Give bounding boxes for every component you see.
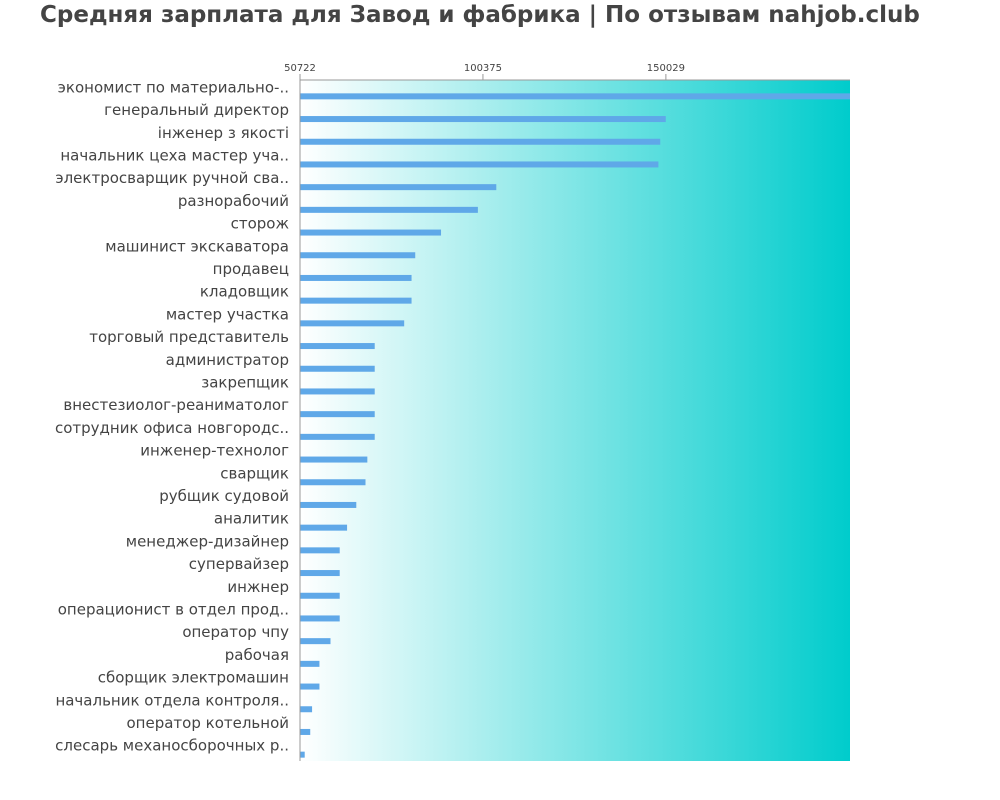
- bar: [300, 570, 340, 577]
- x-tick-label: 150029: [647, 63, 685, 74]
- bar: [300, 660, 320, 667]
- bar: [300, 501, 357, 508]
- bar: [300, 638, 331, 645]
- bars: [300, 93, 850, 758]
- category-label: сборщик электромашин: [98, 669, 289, 687]
- category-label: слесарь механосборочных р..: [55, 737, 289, 755]
- category-label: супервайзер: [189, 555, 289, 573]
- bar: [300, 592, 340, 599]
- bar: [300, 479, 366, 486]
- bar: [300, 411, 375, 418]
- bar: [300, 524, 348, 531]
- bar: [300, 547, 340, 554]
- category-label: менеджер-дизайнер: [126, 532, 289, 550]
- bar: [300, 388, 375, 395]
- bar: [300, 206, 478, 213]
- category-label: начальник отдела контроля..: [55, 691, 289, 709]
- category-label: сторож: [231, 215, 289, 233]
- category-label: сотрудник офиса новгородс..: [55, 419, 289, 437]
- category-label: электросварщик ручной сва..: [55, 169, 289, 187]
- category-labels: экономист по материально-.. генеральный д…: [55, 78, 289, 754]
- category-label: разнорабочий: [178, 192, 289, 210]
- category-label: кладовщик: [200, 283, 289, 301]
- category-label: машинист экскаватора: [105, 237, 289, 255]
- category-label: аналитик: [214, 510, 289, 528]
- category-label: сварщик: [220, 464, 289, 482]
- bar: [300, 433, 375, 440]
- bar: [300, 751, 305, 758]
- x-axis-ticks: 50722 100375 150029: [284, 63, 685, 80]
- category-label: оператор чпу: [182, 623, 289, 641]
- bar: [300, 116, 666, 123]
- category-label: рабочая: [225, 646, 289, 664]
- category-label: экономист по материально-..: [58, 78, 289, 96]
- category-label: рубщик судовой: [159, 487, 289, 505]
- bar: [300, 343, 375, 350]
- bar: [300, 229, 442, 236]
- bar: [300, 365, 375, 372]
- category-label: інженер з якості: [158, 124, 289, 142]
- bar: [300, 161, 659, 168]
- bar: [300, 252, 416, 259]
- bar: [300, 456, 368, 463]
- bar: [300, 297, 412, 304]
- bar: [300, 706, 313, 713]
- category-label: генеральный директор: [104, 101, 289, 119]
- bar: [300, 184, 497, 191]
- category-label: торговый представитель: [89, 328, 289, 346]
- category-label: администратор: [166, 351, 289, 369]
- category-label: начальник цеха мастер уча..: [60, 146, 289, 164]
- x-tick-label: 50722: [284, 63, 316, 74]
- category-label: оператор котельной: [127, 714, 290, 732]
- category-label: продавец: [213, 260, 289, 278]
- plot-background: [300, 80, 850, 761]
- bar: [300, 683, 320, 690]
- category-label: закрепщик: [201, 373, 289, 391]
- category-label: операционист в отдел прод..: [58, 600, 289, 618]
- bar: [300, 138, 661, 145]
- bar: [300, 615, 340, 622]
- chart-title: Средняя зарплата для Завод и фабрика | П…: [40, 2, 920, 28]
- category-label: мастер участка: [166, 305, 289, 323]
- bar: [300, 93, 850, 100]
- bar: [300, 728, 311, 735]
- x-tick-label: 100375: [464, 63, 502, 74]
- bar: [300, 320, 405, 327]
- category-label: внестезиолог-реаниматолог: [63, 396, 289, 414]
- category-label: инженер-технолог: [140, 442, 289, 460]
- bar: [300, 274, 412, 281]
- category-label: инжнер: [227, 578, 289, 596]
